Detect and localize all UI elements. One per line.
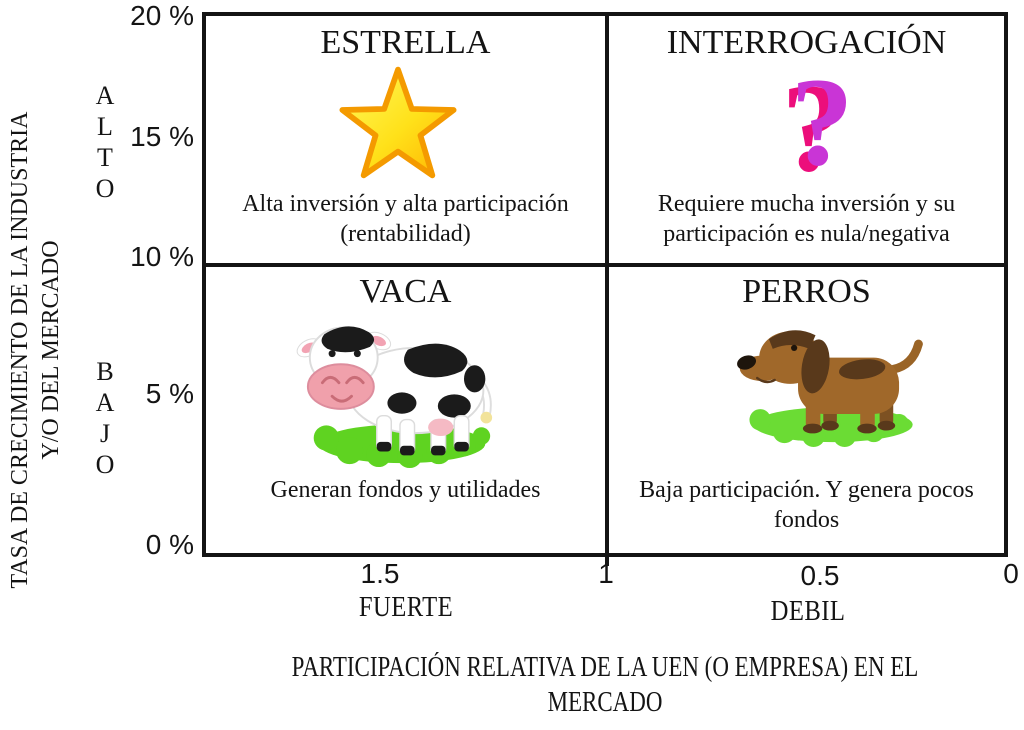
cow-icon — [290, 309, 510, 474]
dog-icon — [733, 311, 933, 452]
quadrant-estrella-title: ESTRELLA — [320, 24, 491, 61]
quadrant-perros: PERROS — [609, 267, 1004, 553]
x-tick-0-5: 0.5 — [800, 560, 840, 591]
x-axis-tick-mark — [605, 557, 609, 566]
y-tick-15: 15 % — [130, 121, 194, 152]
star-icon — [333, 63, 463, 190]
quadrant-interrogacion: INTERROGACIÓN ? ? Requiere mucha inversi… — [609, 16, 1004, 267]
x-zone-label-fuerte: FUERTE — [358, 591, 454, 623]
quadrant-vaca: VACA — [206, 267, 609, 553]
matrix-grid: ESTRELLA Alta inversión y alta participa… — [202, 12, 1008, 557]
question-mark-back: ? — [781, 59, 845, 198]
quadrant-interrogacion-description: Requiere mucha inversión y su participaci… — [657, 191, 956, 247]
x-tick-1: 1 — [598, 558, 614, 589]
quadrant-vaca-description: Generan fondos y utilidades — [270, 477, 541, 503]
quadrant-estrella: ESTRELLA Alta inversión y alta participa… — [206, 16, 609, 267]
y-axis-title: TASA DE CRECIMIENTO DE LA INDUSTRIA Y/O D… — [7, 111, 64, 589]
y-tick-10: 10 % — [130, 241, 194, 272]
quadrant-vaca-title: VACA — [359, 273, 452, 310]
y-tick-0: 0 % — [145, 529, 194, 560]
x-tick-1-5: 1.5 — [360, 558, 400, 589]
question-mark-front: ? — [790, 53, 854, 192]
quadrant-perros-title: PERROS — [742, 273, 871, 310]
y-tick-5: 5 % — [145, 378, 194, 409]
quadrant-interrogacion-title: INTERROGACIÓN — [666, 24, 947, 61]
quadrant-perros-description: Baja participación. Y genera pocos fondos — [639, 477, 974, 533]
question-mark-icon: ? ? — [777, 53, 867, 192]
x-axis-title: PARTICIPACIÓN RELATIVA DE LA UEN (O EMPR… — [291, 652, 919, 718]
quadrant-estrella-description: Alta inversión y alta participación (rent… — [242, 191, 569, 247]
x-tick-0: 0 — [1003, 558, 1019, 589]
x-zone-label-debil: DEBIL — [770, 595, 846, 627]
y-tick-20: 20 % — [130, 0, 194, 31]
